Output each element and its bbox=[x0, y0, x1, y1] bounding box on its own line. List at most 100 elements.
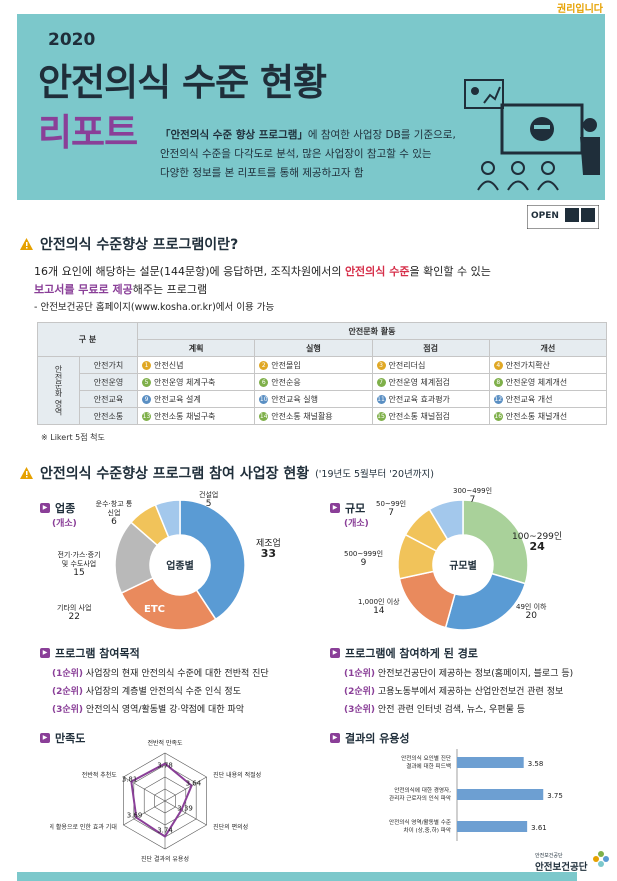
play-icon: ▶ bbox=[330, 503, 340, 513]
warning-icon bbox=[20, 238, 33, 250]
route-item-2: (2순위) 고용노동부에서 제공하는 산업안전보건 관련 정보 bbox=[344, 684, 563, 697]
report-year: 2020 bbox=[48, 30, 96, 50]
matrix-cell: 3 안전리더십 bbox=[371, 356, 490, 374]
rank-label: (1순위) bbox=[344, 669, 376, 679]
chart-board-icon bbox=[464, 79, 504, 109]
footer-org: 안전보건공단 bbox=[535, 862, 588, 873]
matrix-num: 11 bbox=[376, 394, 386, 404]
matrix-cell-text: 안전몰입 bbox=[271, 360, 301, 370]
purpose-item-1: (1순위) 사업장의 현재 안전의식 수준에 대한 전반적 진단 bbox=[52, 666, 269, 679]
radar-category-label: 전반적 추천도 bbox=[82, 771, 118, 779]
play-icon: ▶ bbox=[330, 733, 340, 743]
donut1-label-transport: 운수·창고 통신업 6 bbox=[94, 500, 134, 527]
section2-period: ('19년도 5월부터 '20년까지) bbox=[315, 469, 434, 480]
donut2-value: 9 bbox=[360, 558, 367, 568]
donut2-label-text: 300~499인 bbox=[453, 487, 493, 495]
rank-text: 안전보건공단이 제공하는 정보(홈페이지, 블로그 등) bbox=[375, 669, 574, 679]
matrix-cell: 8 안전운영 체계개선 bbox=[488, 373, 608, 391]
matrix-cell-text: 안전운영 체계구축 bbox=[154, 377, 216, 387]
purpose-item-2: (2순위) 사업장의 계층별 안전의식 수준 인식 정도 bbox=[52, 684, 241, 697]
bar-value-label: 3.58 bbox=[528, 760, 544, 768]
donut2-label-500-999: 500~999인 9 bbox=[344, 550, 383, 568]
route-item-3: (3순위) 안전 관련 인터넷 검색, 뉴스, 우편물 등 bbox=[344, 702, 525, 715]
usefulness-title: ▶ 결과의 유용성 bbox=[330, 730, 410, 746]
section1-title-text: 안전의식 수준향상 프로그램이란? bbox=[40, 237, 239, 253]
donut1-center-label: 업종별 bbox=[166, 559, 194, 572]
matrix-corner: 구 분 bbox=[37, 322, 138, 357]
section2-title-text: 안전의식 수준향상 프로그램 참여 사업장 현황 bbox=[40, 466, 310, 482]
matrix-row-header: 안전소통 bbox=[79, 407, 138, 425]
donut1-label-text: 제조업 bbox=[256, 539, 281, 549]
footer-org-small: 안전보건공단 bbox=[535, 853, 563, 859]
matrix-row-header: 안전가치 bbox=[79, 356, 138, 374]
donut1-label-other: 기타의 사업 22 bbox=[57, 604, 91, 622]
donut2-label-text: 500~999인 bbox=[344, 550, 384, 558]
bar-category-label: 차이 (상,중,하) 파악 bbox=[403, 826, 451, 834]
matrix-num: 12 bbox=[493, 394, 503, 404]
matrix-num: 9 bbox=[142, 394, 151, 404]
radar-axis bbox=[123, 800, 166, 826]
scale-title-text: 규모 bbox=[345, 502, 366, 515]
donut1-value: 15 bbox=[73, 568, 85, 578]
matrix-cell-text: 안전리더십 bbox=[388, 360, 426, 370]
industry-title-text: 업종 bbox=[55, 502, 76, 515]
line1-part-a: 16개 요인에 해당하는 설문(144문항)에 응답하면, 조직차원에서의 bbox=[34, 265, 345, 278]
donut1-value: 22 bbox=[68, 612, 80, 622]
matrix-num: 6 bbox=[259, 377, 269, 387]
rank-label: (2순위) bbox=[344, 687, 376, 697]
matrix-vertical-label: 안전문화 영역 bbox=[37, 356, 80, 425]
satisfaction-radar-chart: 전반적 만족도 3.78 진단 내용의 적절성 3.64 진단의 편의성 3.39 진단 결… bbox=[50, 739, 261, 863]
route-title-text: 프로그램에 참여하게 된 경로 bbox=[345, 647, 478, 660]
open-license-badge: OPEN bbox=[527, 205, 599, 229]
intro-text: 「안전의식 수준 향상 프로그램」에 참여한 사업장 DB를 기준으로, 안전의… bbox=[160, 126, 500, 183]
matrix-col-header: 실행 bbox=[254, 339, 373, 357]
play-icon: ▶ bbox=[330, 648, 340, 658]
radar-value-label: 3.69 bbox=[127, 812, 143, 820]
matrix-col-header: 개선 bbox=[488, 339, 608, 357]
scale-donut-chart: 규모별 bbox=[397, 499, 529, 631]
bar-value-label: 3.61 bbox=[531, 824, 547, 832]
matrix-cell-text: 안전소통 채널점검 bbox=[388, 411, 450, 421]
satisfaction-title: ▶ 만족도 bbox=[40, 730, 85, 746]
usefulness-title-text: 결과의 유용성 bbox=[345, 732, 410, 745]
donut1-hole bbox=[150, 535, 210, 595]
rank-label: (3순위) bbox=[344, 705, 376, 715]
donut1-label-utility: 전기·가스·증기 및 수도사업 15 bbox=[55, 551, 103, 578]
rank-text: 안전 관련 인터넷 검색, 뉴스, 우편물 등 bbox=[375, 705, 526, 715]
donut2-value: 7 bbox=[388, 508, 394, 518]
radar-category-label: 진단의 편의성 bbox=[213, 823, 248, 831]
matrix-cell-text: 안전소통 채널구축 bbox=[154, 411, 216, 421]
matrix-cell: 11 안전교육 효과평가 bbox=[371, 390, 490, 408]
line2-highlight: 보고서를 무료로 제공 bbox=[34, 283, 133, 296]
intro-rest: 에 참여한 사업장 DB를 기준으로, bbox=[307, 129, 456, 141]
rank-text: 안전의식 영역/활동별 강·약점에 대한 파악 bbox=[83, 705, 245, 715]
donut2-label-100-299: 100~299인 24 bbox=[512, 533, 562, 553]
radar-value-label: 3.64 bbox=[186, 780, 202, 788]
donut1-label-text: 건설업 bbox=[199, 491, 219, 499]
industry-donut-chart: 업종별 bbox=[114, 499, 246, 631]
matrix-col-header: 계획 bbox=[136, 339, 256, 357]
donut2-hole bbox=[433, 535, 493, 595]
matrix-row-header: 안전교육 bbox=[79, 390, 138, 408]
likert-note: ※ Likert 5점 척도 bbox=[41, 433, 105, 442]
intro-line2: 안전의식 수준을 다각도로 분석, 많은 사업장이 참고할 수 있는 bbox=[160, 148, 432, 160]
matrix-cell: 4 안전가치확산 bbox=[488, 356, 608, 374]
matrix-num: 4 bbox=[493, 360, 503, 370]
matrix-cell-text: 안전운영 체계점검 bbox=[388, 377, 450, 387]
radar-category-label: 진단 결과의 활용으로 인한 효과 기대 bbox=[50, 823, 117, 831]
donut2-value: 20 bbox=[525, 611, 537, 621]
matrix-group-header: 안전문화 활동 bbox=[137, 322, 607, 340]
line1-part-c: 을 확인할 수 있는 bbox=[409, 265, 491, 278]
org-logo-icon bbox=[593, 851, 609, 867]
donut2-value: 14 bbox=[373, 606, 385, 616]
matrix-cell: 14 안전소통 채널활용 bbox=[254, 407, 373, 425]
industry-unit: (개소) bbox=[52, 519, 77, 529]
bar-category-label: 안전의식 영역/활동별 수준 bbox=[389, 818, 451, 826]
play-icon: ▶ bbox=[40, 733, 50, 743]
play-icon: ▶ bbox=[40, 503, 50, 513]
matrix-cell-text: 안전소통 채널개선 bbox=[505, 411, 568, 421]
footer-logo: 안전보건공단 안전보건공단 bbox=[535, 852, 587, 873]
line1-highlight: 안전의식 수준 bbox=[344, 265, 410, 278]
matrix-num: 7 bbox=[376, 377, 386, 387]
matrix-cell-text: 안전소통 채널활용 bbox=[271, 411, 333, 421]
